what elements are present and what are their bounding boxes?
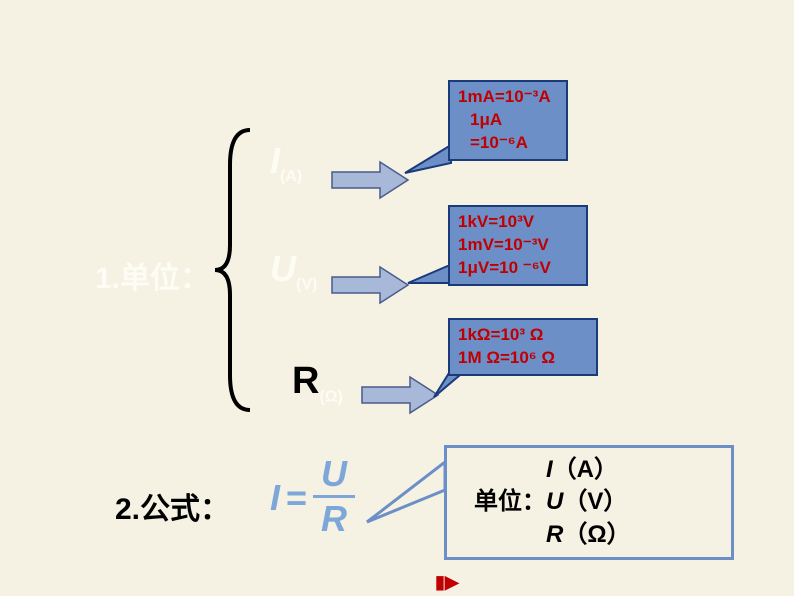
- formula-eq: =: [286, 477, 307, 518]
- info-U-line1: 1mV=10⁻³V: [458, 234, 578, 257]
- arrow-I: [330, 160, 410, 200]
- callout-r2-unit: （Ω）: [563, 521, 630, 548]
- tail-U: [406, 265, 452, 295]
- var-R: R(Ω): [292, 360, 343, 407]
- formula: I=UR: [270, 457, 355, 544]
- var-U: U(V): [270, 248, 317, 294]
- tail-I: [403, 145, 453, 185]
- var-R-sym: R: [292, 360, 319, 402]
- nav-next-icon[interactable]: ▮▶: [435, 572, 459, 593]
- callout-r1-sym: U: [546, 488, 563, 515]
- callout-r2-sym: R: [546, 521, 563, 548]
- arrow-R: [360, 375, 440, 415]
- var-I-unit: (A): [280, 168, 302, 185]
- formula-lhs: I: [270, 477, 280, 518]
- info-I-line0: 1mA=10⁻³A: [458, 86, 558, 109]
- info-box-R: 1kΩ=10³ Ω 1M Ω=10⁶ Ω: [448, 318, 598, 376]
- section2-label: 2.公式：: [115, 484, 230, 528]
- brace-icon: [210, 125, 260, 415]
- arrow-U: [330, 265, 410, 305]
- callout-r0-unit: （A）: [553, 456, 618, 483]
- formula-den: R: [313, 498, 355, 540]
- callout-box: I（A） 单位：U（V） R（Ω）: [444, 445, 734, 560]
- info-R-line1: 1M Ω=10⁶ Ω: [458, 347, 588, 370]
- info-box-I: 1mA=10⁻³A 1μA =10⁻⁶A: [448, 80, 568, 161]
- var-R-unit: (Ω): [319, 389, 342, 406]
- callout-r0-sym: I: [546, 456, 553, 483]
- info-box-U: 1kV=10³V 1mV=10⁻³V 1μV=10 ⁻⁶V: [448, 205, 588, 286]
- info-I-line1: 1μA =10⁻⁶A: [470, 109, 558, 155]
- info-R-line0: 1kΩ=10³ Ω: [458, 324, 588, 347]
- section1-label: 1.单位：: [95, 253, 210, 297]
- var-U-unit: (V): [296, 276, 317, 293]
- formula-num: U: [313, 453, 355, 498]
- callout-tail: [365, 460, 450, 530]
- info-U-line2: 1μV=10 ⁻⁶V: [458, 257, 578, 280]
- callout-prefix: 单位：: [461, 486, 546, 518]
- callout-r1-unit: （V）: [563, 488, 627, 515]
- var-I-sym: I: [270, 140, 280, 181]
- var-U-sym: U: [270, 248, 296, 289]
- var-I: I(A): [270, 140, 302, 186]
- info-U-line0: 1kV=10³V: [458, 211, 578, 234]
